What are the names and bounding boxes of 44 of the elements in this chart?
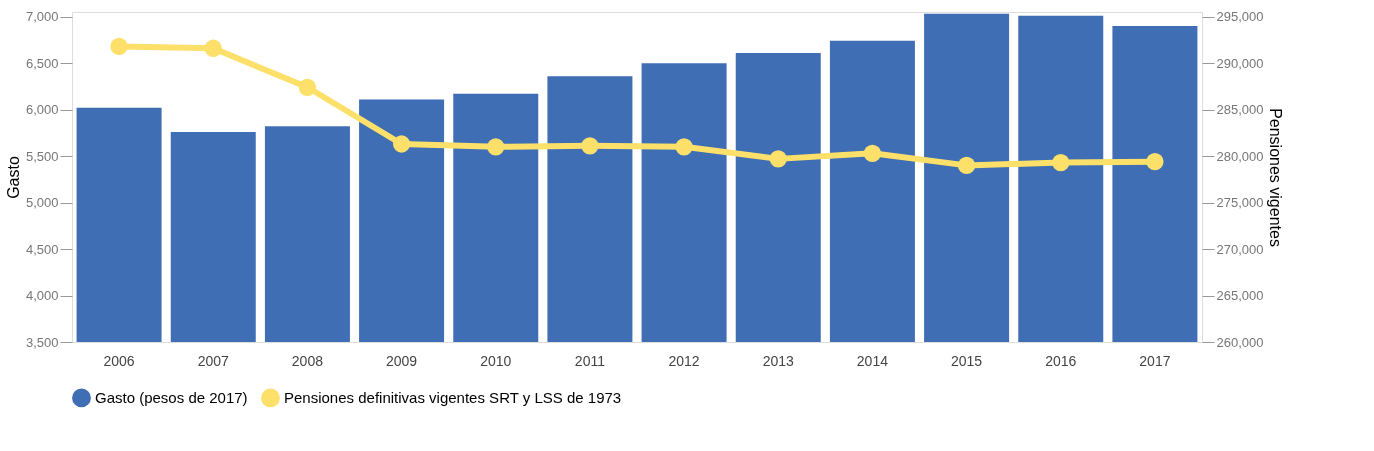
point bbox=[581, 137, 599, 155]
x-tick-label: 2006 bbox=[103, 352, 135, 369]
y-tick-label: 5,500 bbox=[25, 148, 59, 164]
y-tick-label: 7,000 bbox=[25, 9, 59, 25]
x-tick-label: 2013 bbox=[762, 352, 795, 369]
point bbox=[675, 138, 693, 156]
x-tick-label: 2010 bbox=[480, 352, 512, 369]
y2-tick-label: 265,000 bbox=[1216, 288, 1264, 304]
y-tick-label: 3,500 bbox=[25, 334, 59, 350]
y-tick-label: 6,500 bbox=[25, 55, 59, 71]
y2-tick-label: 275,000 bbox=[1216, 195, 1264, 211]
x-tick-label: 2007 bbox=[197, 352, 230, 369]
y2-tick-label: 285,000 bbox=[1216, 102, 1264, 118]
point bbox=[204, 39, 222, 57]
point bbox=[392, 135, 411, 153]
point bbox=[863, 144, 882, 162]
point bbox=[298, 78, 317, 96]
point bbox=[957, 156, 976, 175]
x-tick-label: 2008 bbox=[291, 352, 324, 369]
legend-label: Pensiones definitivas vigentes SRT y LSS de 1973 bbox=[284, 388, 622, 406]
y2-tick-label: 270,000 bbox=[1216, 241, 1264, 257]
x-tick-label: 2009 bbox=[386, 352, 418, 369]
y-tick-label: 4,500 bbox=[25, 241, 59, 257]
point bbox=[769, 150, 787, 168]
y2-tick-label: 260,000 bbox=[1216, 334, 1264, 350]
x-tick-label: 2017 bbox=[1139, 352, 1171, 369]
x-tick-label: 2015 bbox=[951, 352, 983, 369]
x-tick-label: 2016 bbox=[1045, 352, 1077, 369]
y2-tick-label: 280,000 bbox=[1216, 148, 1264, 164]
y2-tick-label: 290,000 bbox=[1216, 55, 1264, 71]
y-tick-label: 6,000 bbox=[25, 102, 59, 118]
point bbox=[1052, 153, 1070, 172]
point bbox=[1146, 153, 1164, 171]
x-tick-label: 2012 bbox=[668, 352, 700, 369]
y2-tick-label: 295,000 bbox=[1216, 9, 1264, 25]
y-axis-title: Gasto bbox=[4, 156, 22, 199]
legend-label: Gasto (pesos de 2017) bbox=[95, 388, 248, 406]
point bbox=[110, 37, 128, 56]
y2-axis-title: Pensiones vigentes bbox=[1267, 108, 1285, 247]
x-tick-label: 2014 bbox=[856, 352, 889, 369]
y-tick-label: 4,000 bbox=[25, 288, 59, 304]
point bbox=[487, 138, 505, 156]
x-tick-label: 2011 bbox=[574, 352, 606, 369]
y-tick-label: 5,000 bbox=[25, 195, 59, 211]
